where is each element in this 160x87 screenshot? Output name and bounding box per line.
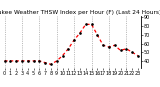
Title: Milwaukee Weather THSW Index per Hour (F) (Last 24 Hours): Milwaukee Weather THSW Index per Hour (F… <box>0 10 160 15</box>
